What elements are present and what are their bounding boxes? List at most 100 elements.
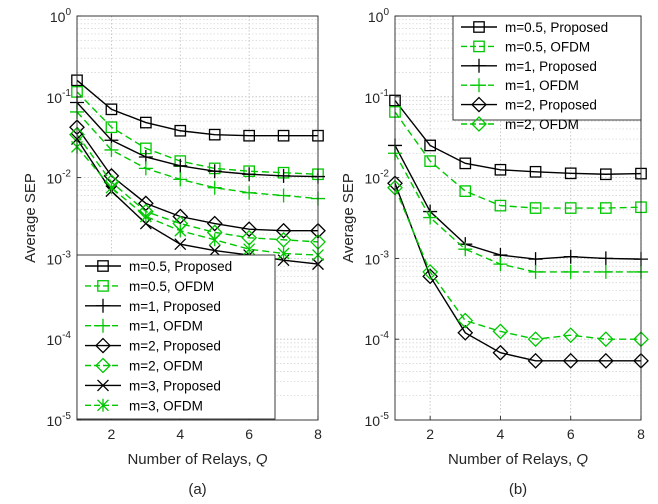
data-point — [494, 199, 507, 212]
legend-swatch-marker — [95, 357, 111, 374]
series-line — [394, 183, 641, 362]
chart-panel-a: 10-5 10-4 10-3 10-2 10-1 100 2 4 6 8 Number of Rel… — [22, 7, 326, 498]
legend: m=0.5, Proposed m=0.5, OFDM m=1, Proposed m… — [76, 254, 276, 420]
legend-label: m=0.5, OFDM — [129, 279, 214, 294]
data-point — [207, 164, 222, 179]
legend-item: m=3, OFDM — [85, 398, 203, 413]
legend-item: m=1, Proposed — [85, 299, 221, 314]
data-point — [277, 246, 290, 260]
x-tick-label: 2 — [426, 426, 434, 442]
data-point — [457, 324, 474, 341]
data-point — [105, 103, 118, 116]
legend-swatch-marker — [471, 96, 487, 113]
y-tick-label: 10-5 — [365, 411, 390, 429]
data-point — [208, 128, 221, 141]
legend-label: m=3, OFDM — [129, 398, 203, 413]
legend-label: m=0.5, OFDM — [505, 39, 590, 54]
legend-swatch-marker — [97, 280, 109, 292]
y-tick-label: 10-3 — [365, 249, 390, 267]
legend-swatch-marker — [472, 58, 486, 73]
data-point — [139, 210, 152, 224]
x-tick-label: 8 — [314, 426, 322, 442]
x-tick-label: 6 — [567, 426, 575, 442]
series-line — [76, 138, 319, 265]
legend-swatch-marker — [97, 379, 109, 392]
legend-swatch-marker — [96, 318, 110, 333]
x-axis-label: Number of Relays, Q — [127, 451, 267, 468]
data-point — [494, 163, 507, 176]
legend-label: m=3, Proposed — [129, 378, 221, 393]
data-point — [277, 129, 290, 142]
data-point — [598, 264, 613, 279]
legend-item: m=2, OFDM — [461, 116, 579, 132]
legend-swatch-marker — [471, 116, 487, 132]
data-point — [173, 172, 188, 187]
x-tick-label: 8 — [637, 426, 645, 442]
y-tick-label: 10-3 — [47, 249, 72, 267]
data-point — [275, 222, 292, 239]
data-point — [174, 124, 187, 137]
data-point — [564, 167, 577, 180]
data-point — [527, 352, 544, 369]
data-point — [104, 142, 119, 157]
data-point — [424, 155, 436, 167]
data-point — [562, 352, 579, 369]
y-tick-label: 10-2 — [47, 169, 72, 187]
x-axis-label: Number of Relays, Q — [448, 451, 588, 468]
data-point — [492, 344, 509, 361]
data-point — [276, 188, 291, 203]
legend-swatch-marker — [97, 398, 109, 412]
legend-label: m=1, OFDM — [505, 78, 579, 93]
data-point — [174, 238, 187, 251]
legend-label: m=1, Proposed — [129, 299, 221, 314]
data-point — [459, 157, 472, 170]
data-point — [527, 331, 544, 348]
chart-panel-b: 10-5 10-4 10-3 10-2 10-1 100 2 4 6 8 Number of Rel… — [340, 7, 649, 498]
legend-label: m=1, Proposed — [505, 59, 597, 74]
y-tick-label: 10-4 — [365, 330, 390, 348]
legend-swatch-marker — [472, 78, 486, 93]
data-point — [174, 224, 187, 238]
y-tick-label: 10-4 — [47, 330, 72, 348]
y-tick-label: 10-5 — [47, 411, 72, 429]
data-point — [208, 244, 221, 257]
series-line — [394, 100, 642, 175]
y-tick-label: 10-1 — [47, 88, 72, 106]
data-point — [563, 249, 578, 264]
axes-frame — [76, 15, 319, 421]
x-tick-label: 4 — [497, 426, 505, 442]
data-point — [242, 167, 257, 182]
data-point — [105, 121, 118, 134]
series-square-proposed — [389, 94, 647, 181]
legend-label: m=0.5, Proposed — [129, 259, 232, 274]
y-tick-label: 100 — [50, 7, 72, 25]
legend-swatch-marker — [96, 298, 110, 313]
data-point — [457, 312, 474, 329]
legend-label: m=2, Proposed — [505, 98, 597, 113]
data-point — [600, 168, 612, 181]
data-point — [206, 215, 223, 232]
data-point — [243, 129, 255, 142]
data-point — [563, 264, 578, 279]
legend-item: m=1, OFDM — [85, 318, 203, 334]
data-point — [140, 116, 152, 129]
legend-label: m=2, OFDM — [129, 359, 203, 374]
y-tick-label: 10-2 — [365, 169, 390, 187]
data-point — [564, 202, 577, 214]
x-tick-label: 2 — [108, 426, 116, 442]
y-axis-label: Average SEP — [340, 173, 357, 263]
data-point — [458, 242, 473, 257]
data-point — [598, 251, 613, 266]
y-axis-label: Average SEP — [22, 173, 39, 263]
legend-label: m=0.5, Proposed — [505, 20, 608, 35]
data-point — [208, 233, 221, 247]
legend-item: m=0.5, OFDM — [461, 39, 590, 54]
data-point — [529, 202, 542, 214]
data-point — [529, 165, 542, 178]
legend-swatch-marker — [95, 337, 111, 354]
legend-item: m=0.5, Proposed — [461, 20, 608, 35]
legend-item: m=2, OFDM — [85, 357, 203, 374]
legend-item: m=0.5, Proposed — [85, 259, 232, 274]
data-point — [528, 252, 543, 267]
